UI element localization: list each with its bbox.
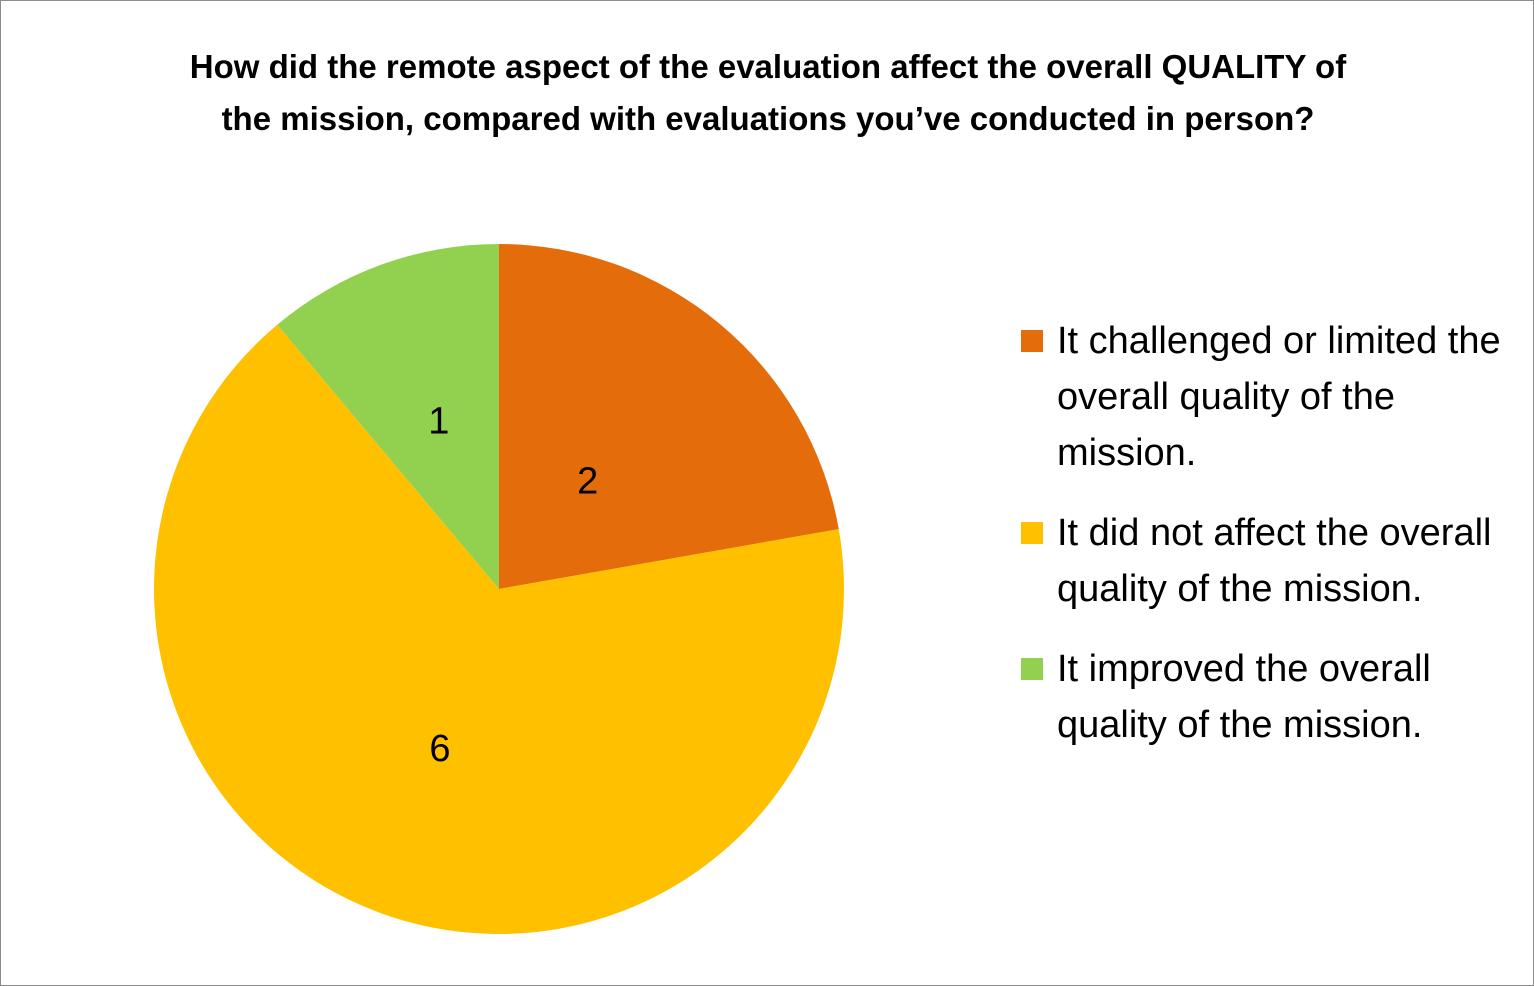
data-label-improved: 1	[428, 401, 449, 443]
pie-slice-challenged	[499, 244, 839, 589]
legend-item-no-effect: It did not affect the overall quality of…	[1021, 505, 1521, 617]
legend-label-no-effect: It did not affect the overall quality of…	[1057, 512, 1492, 610]
pie-data-labels: 2 6 1	[428, 401, 598, 770]
data-label-no-effect: 6	[429, 728, 450, 770]
pie-slice-improved	[277, 244, 499, 589]
legend-item-improved: It improved the overall quality of the m…	[1021, 641, 1521, 753]
chart-title: How did the remote aspect of the evaluat…	[189, 48, 1347, 137]
legend-swatch-challenged	[1021, 330, 1043, 352]
pie-slices	[154, 244, 844, 935]
legend: It challenged or limited the overall qua…	[1021, 313, 1521, 777]
data-label-challenged: 2	[577, 460, 598, 502]
pie-slice-no-effect	[154, 324, 844, 935]
legend-swatch-no-effect	[1021, 522, 1043, 544]
legend-item-challenged: It challenged or limited the overall qua…	[1021, 313, 1521, 481]
legend-swatch-improved	[1021, 658, 1043, 680]
legend-label-improved: It improved the overall quality of the m…	[1057, 648, 1431, 746]
legend-label-challenged: It challenged or limited the overall qua…	[1057, 320, 1501, 474]
